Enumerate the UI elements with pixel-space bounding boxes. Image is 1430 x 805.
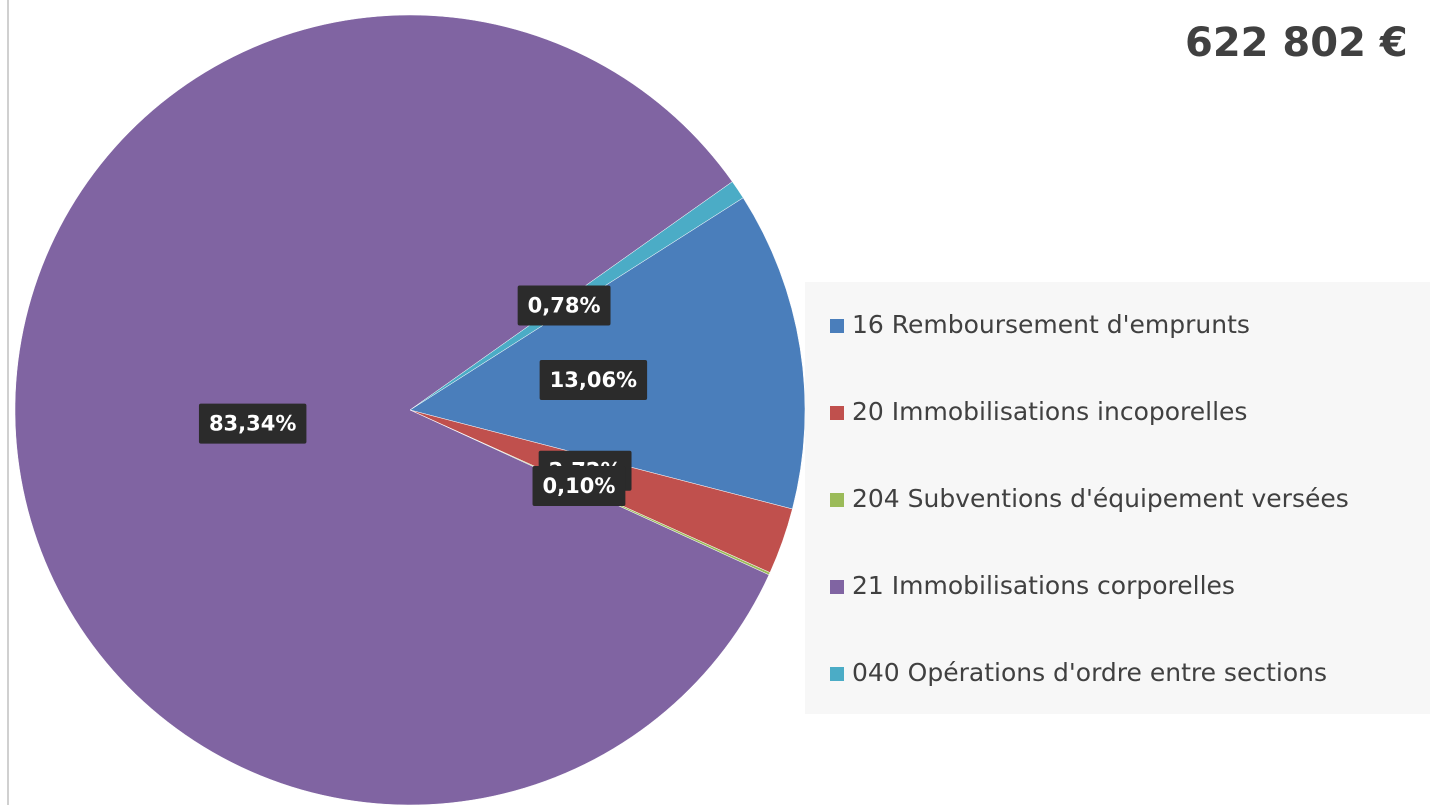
legend-label: 21 Immobilisations corporelles xyxy=(852,571,1235,600)
legend-label: 040 Opérations d'ordre entre sections xyxy=(852,658,1327,687)
data-label-text: 0,78% xyxy=(528,293,601,317)
data-label: 13,06% xyxy=(539,359,648,400)
data-label-box xyxy=(539,359,648,400)
data-labels: 2,72%13,06%0,10%83,34%0,78% xyxy=(198,285,648,506)
data-label-text: 13,06% xyxy=(550,368,637,392)
data-label: 83,34% xyxy=(198,403,307,444)
data-label-text: 83,34% xyxy=(209,412,296,436)
chart-title: 622 802 € xyxy=(1185,20,1408,66)
data-label-box xyxy=(517,285,611,326)
legend-swatch xyxy=(830,667,844,681)
legend-swatch xyxy=(830,406,844,420)
data-label: 0,78% xyxy=(517,285,611,326)
legend: 16 Remboursement d'emprunts 20 Immobilisa… xyxy=(830,310,1349,687)
data-label: 0,10% xyxy=(532,465,626,506)
data-label-box xyxy=(198,403,307,444)
legend-panel xyxy=(805,282,1430,714)
legend-label: 16 Remboursement d'emprunts xyxy=(852,310,1250,339)
data-label-box xyxy=(532,465,626,506)
legend-label: 204 Subventions d'équipement versées xyxy=(852,484,1349,513)
legend-swatch xyxy=(830,580,844,594)
legend-swatch xyxy=(830,319,844,333)
pie xyxy=(14,14,806,805)
data-label-text: 0,10% xyxy=(543,474,616,498)
legend-swatch xyxy=(830,493,844,507)
pie-slice xyxy=(14,14,770,805)
pie-slice xyxy=(409,197,806,510)
legend-label: 20 Immobilisations incoporelles xyxy=(852,397,1247,426)
